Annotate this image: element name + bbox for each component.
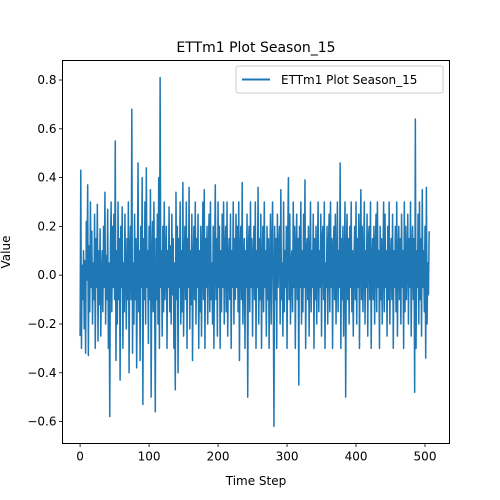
y-tick-label: 0.2 — [37, 219, 56, 233]
y-axis: −0.6 −0.4 −0.2 0.0 0.2 0.4 0.6 0.8 — [27, 73, 63, 429]
plot-frame — [62, 60, 450, 444]
x-tick-label: 100 — [138, 450, 161, 464]
y-tick-label: −0.6 — [27, 415, 56, 429]
x-tick-label: 0 — [76, 450, 84, 464]
x-tick-label: 300 — [276, 450, 299, 464]
plot-area — [62, 60, 450, 444]
x-axis-label: Time Step — [225, 474, 287, 488]
legend-box — [235, 65, 444, 94]
y-tick-label: 0.8 — [37, 73, 56, 87]
y-tick-label: 0.6 — [37, 122, 56, 136]
y-axis-label: Value — [0, 236, 13, 269]
x-tick-label: 500 — [414, 450, 437, 464]
series-layer — [79, 76, 430, 428]
y-tick-label: 0.4 — [37, 171, 56, 185]
x-tick-label: 200 — [207, 450, 230, 464]
chart-title: ETTm1 Plot Season_15 — [176, 40, 335, 56]
legend-label: ETTm1 Plot Season_15 — [281, 73, 417, 87]
x-axis: 0 100 200 300 400 500 — [76, 443, 437, 464]
y-tick-label: 0.0 — [37, 268, 56, 282]
y-tick-label: −0.2 — [27, 317, 56, 331]
series-line-0 — [79, 76, 430, 428]
y-tick-label: −0.4 — [27, 366, 56, 380]
x-tick-label: 400 — [345, 450, 368, 464]
legend: ETTm1 Plot Season_15 — [235, 65, 444, 94]
